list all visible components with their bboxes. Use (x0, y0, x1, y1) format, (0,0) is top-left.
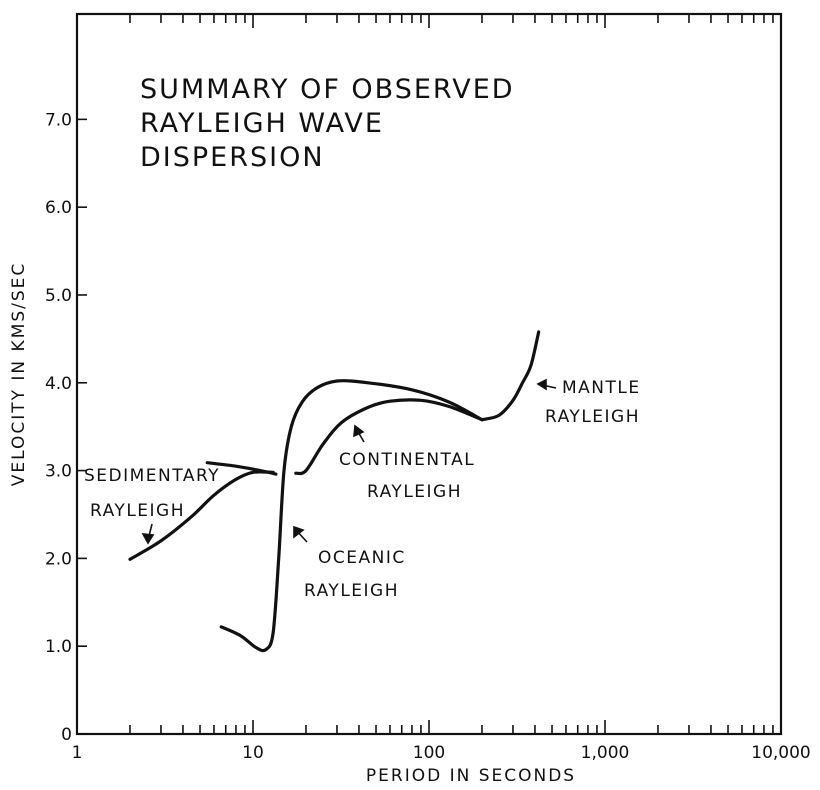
chart-title-line-2: RAYLEIGH WAVE (140, 108, 384, 139)
y-tick-label: 4.0 (45, 374, 72, 394)
label-oceanic-line-1: OCEANIC (318, 548, 406, 568)
x-tick-label: 10,000 (751, 743, 810, 763)
x-tick-label: 10 (242, 743, 264, 763)
y-tick-label: 5.0 (45, 286, 72, 306)
series-lines (128, 330, 541, 653)
y-axis-title: VELOCITY IN KMS/SEC (9, 262, 29, 487)
x-tick-label: 100 (413, 743, 445, 763)
y-tick-label: 6.0 (45, 198, 72, 218)
chart-title-line-3: DISPERSION (140, 142, 325, 173)
chart-title-line-1: SUMMARY OF OBSERVED (140, 74, 515, 105)
axis-ticks (76, 14, 782, 735)
arrow-oceanic-head (293, 525, 305, 539)
arrow-mantle-head (536, 378, 547, 391)
series-line-sedimentary (128, 470, 275, 561)
label-oceanic-line-2: RAYLEIGH (304, 581, 399, 601)
label-mantle-line-2: RAYLEIGH (545, 407, 640, 427)
label-continental-line-2: RAYLEIGH (367, 482, 462, 502)
y-tick-label: 3.0 (45, 462, 72, 482)
label-sedimentary-line-2: RAYLEIGH (90, 501, 185, 521)
x-tick-label: 1 (72, 743, 83, 763)
y-tick-label: 1.0 (45, 637, 72, 657)
arrow-continental-head (353, 424, 365, 438)
x-axis-title: PERIOD IN SECONDS (366, 766, 576, 786)
series-line-oceanic (219, 379, 484, 653)
series-line-sedimentary-upper (205, 461, 278, 476)
tick-labels: 1 10 100 1,000 10,000 0 1.0 2.0 3.0 4.0 5.0 6.0 7.0 (45, 110, 811, 763)
arrow-sedimentary-head (141, 533, 155, 545)
series-line-continental (294, 398, 484, 476)
label-mantle-line-1: MANTLE (562, 378, 641, 398)
y-tick-label: 2.0 (45, 549, 72, 569)
x-tick-label: 1,000 (581, 743, 630, 763)
y-tick-label: 7.0 (45, 110, 72, 130)
y-tick-label: 0 (61, 725, 72, 745)
label-continental-line-1: CONTINENTAL (339, 450, 475, 470)
label-sedimentary-line-1: SEDIMENTARY (84, 466, 220, 486)
series-line-mantle (480, 330, 541, 422)
